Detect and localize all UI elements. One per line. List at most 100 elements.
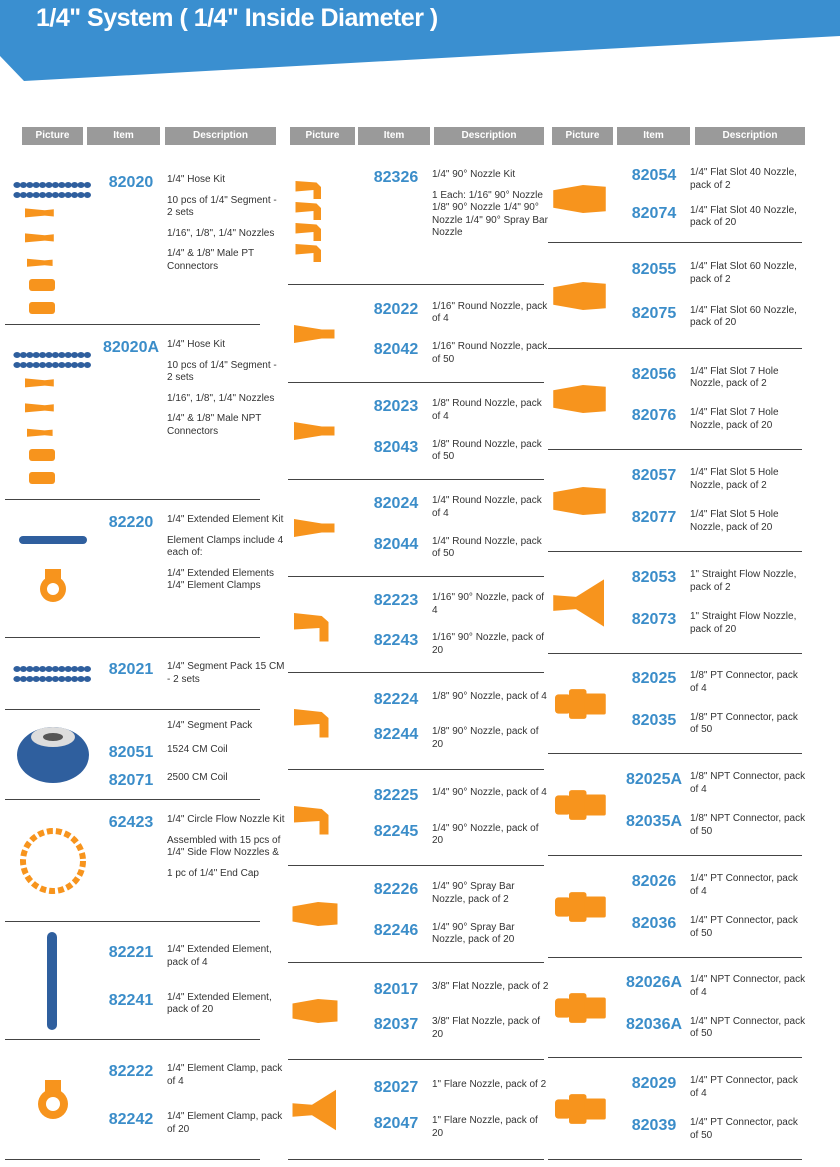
item-description: 1/4" PT Connector, pack of 50 (690, 1117, 808, 1142)
description-line: 1/4" NPT Connector, pack of 4 (690, 974, 806, 998)
description-line: 2500 CM Coil (167, 771, 228, 783)
product-item: 82035A 1/8" NPT Connector, pack of 50 (618, 813, 808, 838)
item-code: 82073 (631, 611, 677, 628)
item-code: 82221 (108, 944, 154, 962)
description-line: 1/4" Element Clamp, pack of 20 (167, 1111, 283, 1135)
product-picture (548, 958, 618, 1057)
product-item: 82026 1/4" PT Connector, pack of 4 (618, 873, 808, 898)
product-picture (288, 673, 348, 769)
product-row: 82027 1" Flare Nozzle, pack of 2 82047 1" F… (288, 1060, 546, 1160)
product-picture (288, 1060, 348, 1159)
product-items: 82025A 1/8" NPT Connector, pack of 4 82035… (618, 754, 808, 855)
picture-shape (44, 182, 53, 188)
picture-shape (584, 794, 606, 815)
description-line: 1/4" Flat Slot 7 Hole Nozzle, pack of 20 (690, 407, 779, 431)
item-code: 82226 (373, 881, 419, 899)
picture-shape (46, 582, 59, 595)
picture-shape (76, 192, 85, 198)
product-items: 82017 3/8" Flat Nozzle, pack of 2 82037 3/8… (360, 963, 550, 1059)
description-line: 1/4" 90° Nozzle, pack of 20 (432, 822, 539, 847)
product-picture (548, 450, 618, 551)
product-item: 82225 1/4" 90° Nozzle, pack of 4 (360, 787, 550, 805)
picture-shape (76, 182, 85, 188)
picture-shape (295, 180, 321, 262)
picture-shape (555, 896, 571, 917)
picture-shape (294, 422, 335, 440)
picture-shape (83, 192, 91, 198)
product-items: 82222 1/4" Element Clamp, pack of 4 82242 1… (95, 1040, 285, 1159)
product-row: 82024 1/4" Round Nozzle, pack of 4 82044 1/… (288, 480, 544, 577)
picture-shape (38, 182, 46, 188)
description-line: 1/4" 90° Nozzle, pack of 4 (432, 787, 547, 799)
product-item: 82036A 1/4" NPT Connector, pack of 50 (618, 1016, 808, 1041)
picture-shape (294, 519, 335, 537)
product-items: 82225 1/4" 90° Nozzle, pack of 4 82245 1/4"… (360, 770, 550, 865)
picture-shape (25, 362, 33, 368)
item-code: 82053 (631, 569, 677, 586)
picture-shape (12, 665, 91, 682)
product-item: 82326 1/4" 90° Nozzle Kit 1 Each: 1/16" 90… (360, 169, 550, 240)
product-row: 82221 1/4" Extended Element, pack of 4 822… (5, 922, 272, 1040)
picture-shape (19, 182, 27, 188)
product-picture (288, 866, 348, 962)
picture-shape (44, 362, 53, 368)
product-item: 82220 1/4" Extended Element Kit Element Cl… (95, 514, 285, 593)
description-line: 1/4" NPT Connector, pack of 50 (690, 1015, 806, 1040)
picture-shape (584, 896, 606, 917)
product-picture (548, 552, 618, 653)
picture-shape (19, 352, 27, 358)
picture-shape (45, 1096, 60, 1111)
picture-shape (76, 352, 85, 358)
description-line: 1/16", 1/8", 1/4" Nozzles (167, 392, 275, 404)
description-line: 1/4" Extended Element, pack of 4 (167, 944, 272, 968)
product-row: 82020 1/4" Hose Kit 10 pcs of 1/4" Segment… (5, 160, 277, 325)
picture-shape (64, 362, 72, 368)
picture-shape (12, 352, 91, 484)
description-line: 1/16" 90° Nozzle, pack of 4 (432, 592, 545, 616)
description-line: 1" Straight Flow Nozzle, pack of 2 (690, 569, 797, 593)
description-line: 1/4" Round Nozzle, pack of 4 (432, 495, 542, 519)
item-code: 82044 (373, 535, 419, 553)
item-code: 82025 (631, 670, 677, 688)
item-code: 82020 (108, 174, 154, 191)
picture-shape (292, 999, 338, 1023)
picture-shape (51, 182, 59, 188)
item-description: 1/4" Flat Slot 40 Nozzle, pack of 2 (690, 167, 808, 192)
item-description: 1/4" Extended Element, pack of 4 (167, 944, 285, 969)
picture-shape (555, 1093, 606, 1124)
picture-shape (46, 931, 57, 1030)
picture-shape (64, 675, 72, 682)
product-item: 82021 1/4" Segment Pack 15 CM - 2 sets (95, 661, 285, 686)
item-description: 1/4" Hose Kit 10 pcs of 1/4" Segment - 2 … (167, 339, 285, 438)
item-code: 82076 (631, 407, 677, 425)
picture-shape (25, 352, 33, 358)
description-line: 1 Each: 1/16" 90° Nozzle 1/8" 90° Nozzle… (432, 189, 548, 239)
picture-shape (18, 535, 87, 544)
item-description: 2500 CM Coil (167, 772, 285, 785)
product-row: 82223 1/16" 90° Nozzle, pack of 4 82243 1/1… (288, 577, 544, 673)
picture-shape (83, 182, 91, 188)
product-item: 82051 1524 CM Coil (95, 744, 285, 762)
picture-shape (553, 184, 606, 213)
picture-shape (295, 180, 321, 199)
picture-shape (57, 362, 65, 368)
product-picture (548, 1058, 618, 1159)
picture-shape (19, 675, 27, 682)
picture-shape (555, 891, 606, 922)
product-picture (5, 800, 100, 921)
item-code: 82326 (373, 169, 419, 186)
product-picture (548, 243, 618, 348)
item-description: 1/4" PT Connector, pack of 4 (690, 873, 808, 898)
picture-shape (25, 182, 33, 188)
item-description: 1/4" Extended Element, pack of 20 (167, 992, 285, 1017)
product-picture (288, 480, 348, 576)
product-item: 82023 1/8" Round Nozzle, pack of 4 (360, 398, 550, 423)
product-picture (288, 963, 348, 1059)
picture-shape (12, 182, 91, 314)
product-item: 82076 1/4" Flat Slot 7 Hole Nozzle, pack … (618, 407, 808, 432)
product-row: 82056 1/4" Flat Slot 7 Hole Nozzle, pack … (548, 349, 802, 450)
description-line: 1/4" Hose Kit (167, 339, 226, 350)
product-row: 82226 1/4" 90° Spray Bar Nozzle, pack of … (288, 866, 544, 963)
picture-shape (294, 805, 329, 834)
item-description: 1/4" PT Connector, pack of 50 (690, 915, 808, 940)
